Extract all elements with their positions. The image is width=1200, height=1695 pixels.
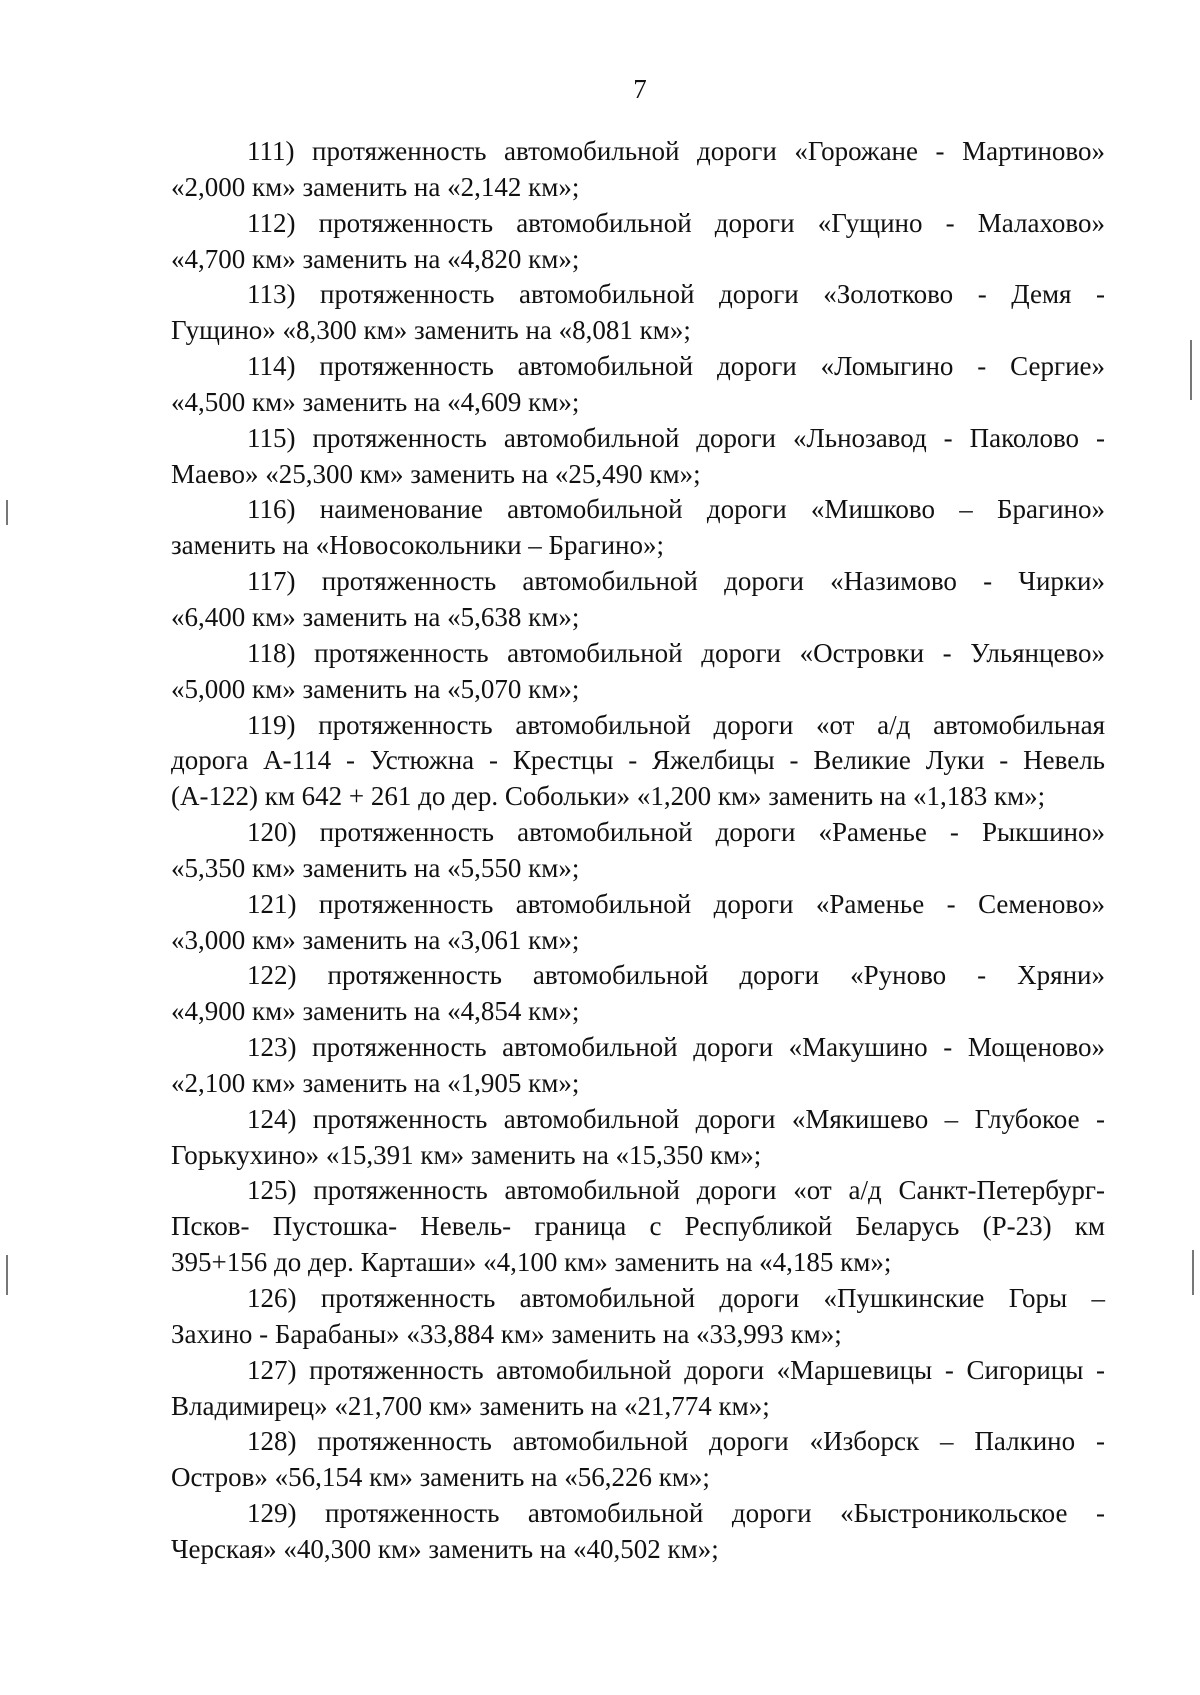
text-line: «3,000 км» заменить на «3,061 км»;: [171, 924, 580, 955]
page-number: 7: [633, 74, 647, 104]
text-line: 128) протяженность автомобильной дороги …: [247, 1426, 1105, 1457]
text-line: 113) протяженность автомобильной дороги …: [247, 279, 1105, 310]
text-line: 129) протяженность автомобильной дороги …: [247, 1498, 1105, 1529]
text-line: дорога А-114 - Устюжна - Крестцы - Яжелб…: [171, 745, 1105, 776]
document-body: 111) протяженность автомобильной дороги …: [171, 134, 1105, 1568]
text-line: Черская» «40,300 км» заменить на «40,502…: [171, 1533, 719, 1564]
text-line: «2,100 км» заменить на «1,905 км»;: [171, 1067, 580, 1098]
scan-artifact: [6, 500, 8, 525]
text-line: «4,700 км» заменить на «4,820 км»;: [171, 243, 580, 274]
text-line: Псков- Пустошка- Невель- граница с Респу…: [171, 1211, 1105, 1242]
text-line: Маево» «25,300 км» заменить на «25,490 к…: [171, 458, 701, 489]
text-line: 119) протяженность автомобильной дороги …: [247, 709, 1105, 740]
text-line: 123) протяженность автомобильной дороги …: [247, 1032, 1105, 1063]
list-item: 121) протяженность автомобильной дороги …: [171, 887, 1105, 959]
text-line: 118) протяженность автомобильной дороги …: [247, 637, 1105, 668]
text-line: «2,000 км» заменить на «2,142 км»;: [171, 171, 580, 202]
text-line: 122) протяженность автомобильной дороги …: [247, 960, 1105, 991]
text-line: 114) протяженность автомобильной дороги …: [247, 351, 1105, 382]
text-line: 116) наименование автомобильной дороги «…: [247, 494, 1105, 525]
text-line: Остров» «56,154 км» заменить на «56,226 …: [171, 1462, 710, 1493]
text-line: Гущино» «8,300 км» заменить на «8,081 км…: [171, 315, 691, 346]
text-line: Захино - Барабаны» «33,884 км» заменить …: [171, 1318, 842, 1349]
list-item: 112) протяженность автомобильной дороги …: [171, 206, 1105, 278]
text-line: 395+156 до дер. Карташи» «4,100 км» заме…: [171, 1247, 892, 1278]
list-item: 128) протяженность автомобильной дороги …: [171, 1424, 1105, 1496]
text-line: «5,350 км» заменить на «5,550 км»;: [171, 852, 580, 883]
text-line: 117) протяженность автомобильной дороги …: [247, 566, 1105, 597]
text-line: 121) протяженность автомобильной дороги …: [247, 888, 1105, 919]
list-item: 126) протяженность автомобильной дороги …: [171, 1281, 1105, 1353]
list-item: 115) протяженность автомобильной дороги …: [171, 421, 1105, 493]
list-item: 125) протяженность автомобильной дороги …: [171, 1173, 1105, 1281]
text-line: 127) протяженность автомобильной дороги …: [247, 1354, 1105, 1385]
text-line: 115) протяженность автомобильной дороги …: [247, 422, 1105, 453]
scan-artifact: [1190, 340, 1192, 400]
list-item: 116) наименование автомобильной дороги «…: [171, 492, 1105, 564]
text-line: 112) протяженность автомобильной дороги …: [247, 207, 1105, 238]
list-item: 123) протяженность автомобильной дороги …: [171, 1030, 1105, 1102]
text-line: 126) протяженность автомобильной дороги …: [247, 1283, 1105, 1313]
list-item: 114) протяженность автомобильной дороги …: [171, 349, 1105, 421]
list-item: 122) протяженность автомобильной дороги …: [171, 958, 1105, 1030]
text-line: 120) протяженность автомобильной дороги …: [247, 817, 1105, 848]
text-line: заменить на «Новосокольники – Брагино»;: [171, 530, 664, 561]
list-item: 119) протяженность автомобильной дороги …: [171, 708, 1105, 816]
text-line: 111) протяженность автомобильной дороги …: [247, 136, 1105, 166]
text-line: 125) протяженность автомобильной дороги …: [247, 1175, 1105, 1206]
list-item: 113) протяженность автомобильной дороги …: [171, 277, 1105, 349]
list-item: 124) протяженность автомобильной дороги …: [171, 1102, 1105, 1174]
list-item: 111) протяженность автомобильной дороги …: [171, 134, 1105, 206]
text-line: «5,000 км» заменить на «5,070 км»;: [171, 673, 580, 704]
scan-artifact: [1192, 1250, 1194, 1295]
text-line: 124) протяженность автомобильной дороги …: [247, 1103, 1105, 1134]
text-line: (А-122) км 642 + 261 до дер. Собольки» «…: [171, 781, 1046, 812]
list-item: 118) протяженность автомобильной дороги …: [171, 636, 1105, 708]
text-line: «4,500 км» заменить на «4,609 км»;: [171, 386, 580, 417]
list-item: 129) протяженность автомобильной дороги …: [171, 1496, 1105, 1568]
text-line: Горькухино» «15,391 км» заменить на «15,…: [171, 1139, 762, 1170]
text-line: «4,900 км» заменить на «4,854 км»;: [171, 996, 580, 1027]
list-item: 120) протяженность автомобильной дороги …: [171, 815, 1105, 887]
text-line: «6,400 км» заменить на «5,638 км»;: [171, 601, 580, 632]
list-item: 117) протяженность автомобильной дороги …: [171, 564, 1105, 636]
text-line: Владимирец» «21,700 км» заменить на «21,…: [171, 1390, 770, 1421]
list-item: 127) протяженность автомобильной дороги …: [171, 1353, 1105, 1425]
scan-artifact: [6, 1255, 8, 1295]
